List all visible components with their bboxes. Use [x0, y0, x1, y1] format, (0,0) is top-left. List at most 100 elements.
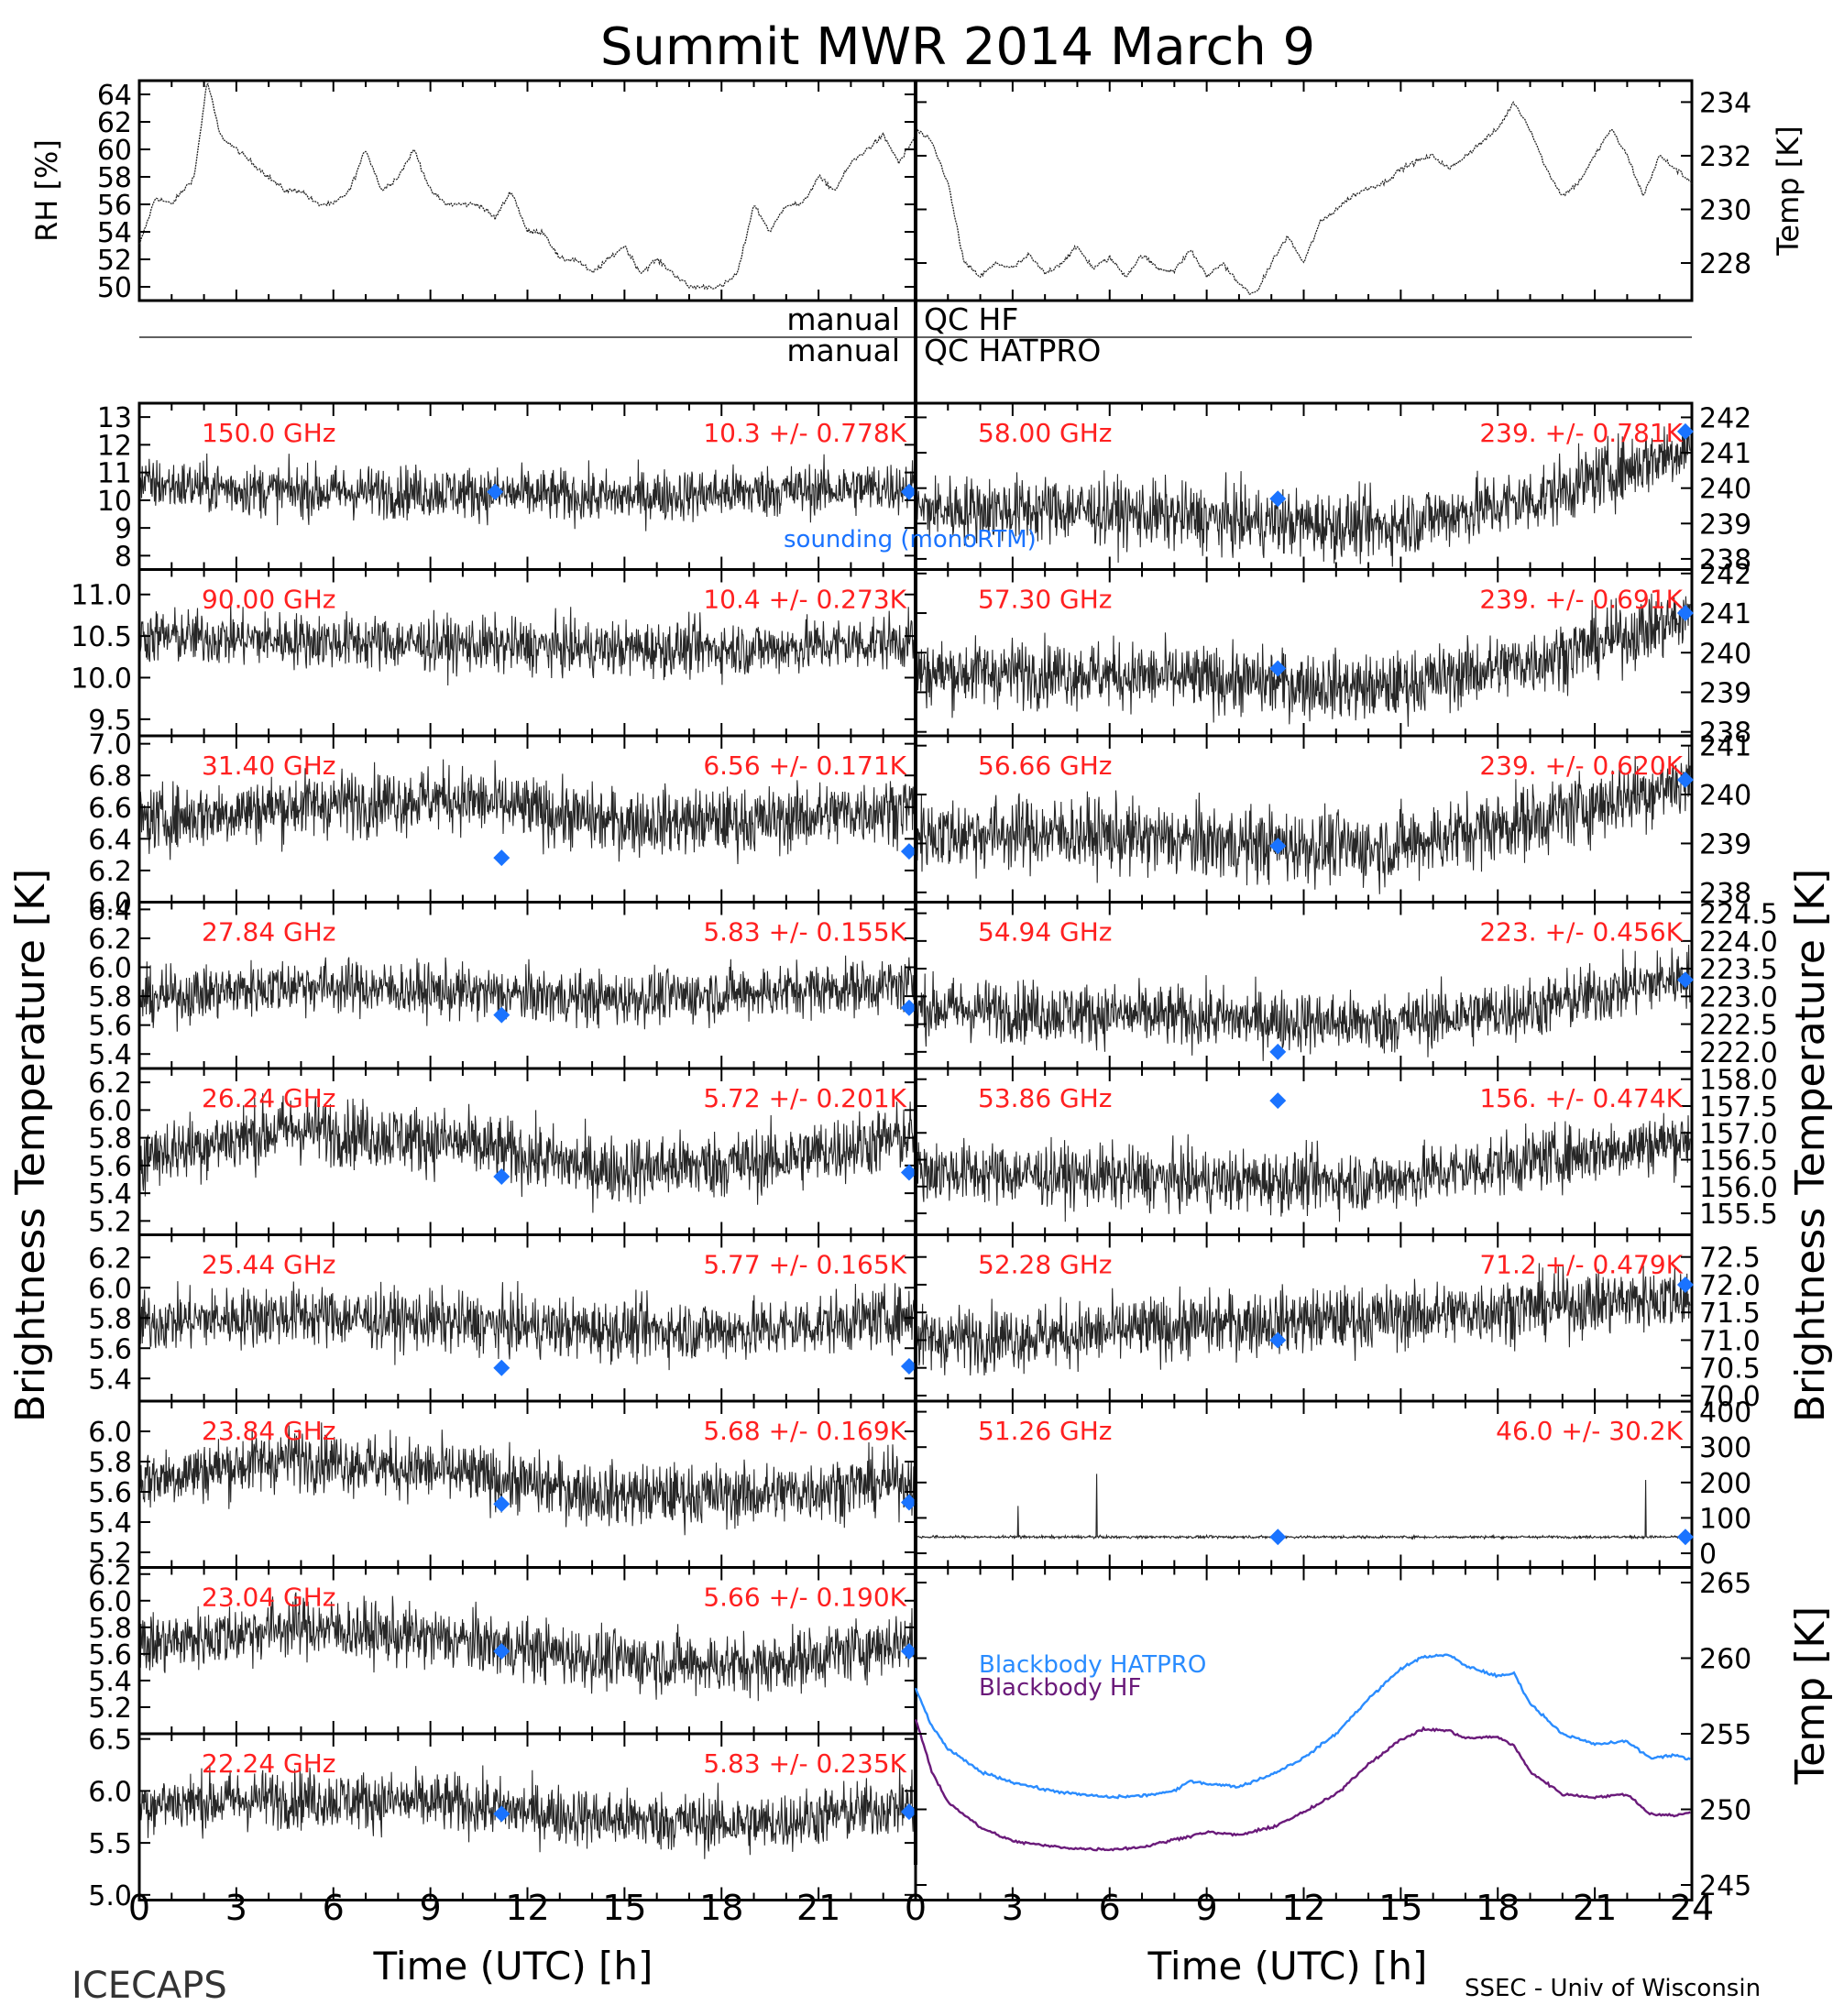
right-panel-4-ytick-3: 157.0: [1699, 1118, 1778, 1150]
left-panel-0-freq-label: 150.0 GHz: [202, 418, 336, 448]
left-panel-3-ytick-3: 6.0: [88, 953, 132, 985]
x-tick-left-6: 18: [699, 1888, 743, 1928]
x-tick-right-6: 18: [1476, 1888, 1520, 1928]
right-panel-3-series: [915, 944, 1691, 1061]
bt-right-axis-label: Brightness Temperature [K]: [1787, 869, 1833, 1422]
left-panel-2-ytick-2: 6.4: [88, 824, 132, 856]
right-panel-5: 70.070.571.071.572.072.5 52.28 GHz 71.2 +/…: [914, 1233, 1761, 1413]
right-panel-6-stats-label: 46.0 +/- 30.2K: [1496, 1416, 1683, 1446]
right-panel-4-stats-label: 156. +/- 0.474K: [1479, 1083, 1683, 1113]
temp-bottom-axis-label: Temp [K]: [1787, 1606, 1833, 1785]
left-panel-1-ytick-3: 11.0: [71, 580, 132, 612]
right-panel-1-ytick-1: 239: [1699, 677, 1751, 709]
left-panel-0-series: [138, 453, 915, 531]
bb-hf-legend: Blackbody HF: [979, 1674, 1141, 1702]
right-panel-4-ytick-0: 155.5: [1699, 1199, 1778, 1231]
right-panel-5-ytick-0: 70.0: [1699, 1381, 1761, 1413]
left-panel-6-ytick-0: 5.2: [88, 1538, 132, 1570]
bb-hatpro-legend: Blackbody HATPRO: [979, 1651, 1206, 1679]
left-panel-6-ytick-4: 6.0: [88, 1417, 132, 1449]
left-panel-4-ytick-1: 5.4: [88, 1178, 132, 1211]
blackbody-ytick-4: 265: [1699, 1568, 1751, 1600]
left-panel-0-ytick-0: 8: [115, 541, 132, 573]
left-panel-5-ytick-4: 6.2: [88, 1243, 132, 1275]
x-tick-right-8: 24: [1670, 1888, 1714, 1928]
left-panel-7-stats-label: 5.66 +/- 0.190K: [703, 1583, 906, 1613]
right-panel-5-stats-label: 71.2 +/- 0.479K: [1479, 1250, 1683, 1280]
left-panel-3-ytick-0: 5.4: [88, 1039, 132, 1071]
right-panel-4-sounding-0: [1269, 1092, 1287, 1110]
x-tick-left-1: 3: [225, 1888, 247, 1928]
blackbody-ytick-1: 250: [1699, 1795, 1751, 1827]
rh-ytick-0: 50: [97, 272, 132, 304]
temp-top-ytick-2: 232: [1699, 141, 1751, 173]
left-panel-5-sounding-0: [493, 1359, 510, 1376]
left-panel-2-freq-label: 31.40 GHz: [202, 751, 336, 781]
right-panel-6-ytick-3: 300: [1699, 1432, 1751, 1464]
x-tick-right-7: 21: [1573, 1888, 1617, 1928]
right-panel-0-ytick-1: 239: [1699, 509, 1751, 541]
right-panel-3-ytick-2: 223.0: [1699, 981, 1778, 1013]
right-panel-4-ytick-4: 157.5: [1699, 1091, 1778, 1123]
right-panel-0-ytick-0: 238: [1699, 544, 1751, 576]
left-panel-7-ytick-3: 5.8: [88, 1613, 132, 1645]
right-panel-0-sounding-1: [1676, 422, 1694, 440]
rh-ytick-5: 60: [97, 135, 132, 167]
right-panel-2-stats-label: 239. +/- 0.620K: [1479, 751, 1683, 781]
right-panel-1-series: [915, 593, 1691, 728]
right-panel-0-ytick-4: 242: [1699, 402, 1751, 434]
x-tick-left-7: 21: [796, 1888, 840, 1928]
right-panel-4-series: [915, 1112, 1691, 1222]
left-panel-7-ytick-0: 5.2: [88, 1693, 132, 1725]
right-panel-2-sounding-0: [1269, 838, 1287, 855]
left-panel-3-ytick-2: 5.8: [88, 981, 132, 1013]
left-panel-8-series: [138, 1765, 915, 1859]
rh-ytick-1: 52: [97, 245, 132, 277]
right-panel-1-freq-label: 57.30 GHz: [978, 585, 1113, 615]
footer-ssec: SSEC - Univ of Wisconsin: [1465, 1975, 1761, 2002]
left-panel-6-stats-label: 5.68 +/- 0.169K: [703, 1416, 906, 1446]
right-panel-1-stats-label: 239. +/- 0.691K: [1479, 585, 1683, 615]
left-panel-3-sounding-1: [900, 999, 917, 1016]
qc-hf-manual: manual: [786, 301, 900, 337]
blackbody-panel: 245 250 255 260 265: [914, 1566, 1751, 1902]
right-panel-3-ytick-3: 223.5: [1699, 954, 1778, 986]
left-panel-7-ytick-4: 6.0: [88, 1586, 132, 1618]
temp-top-axis-label: Temp [K]: [1771, 126, 1806, 256]
left-panel-7-sounding-1: [900, 1642, 917, 1660]
blackbody-series-0: [914, 1653, 1691, 1800]
right-panel-1-sounding-0: [1269, 660, 1287, 677]
right-panel-6-ytick-1: 100: [1699, 1503, 1751, 1535]
blackbody-ytick-2: 255: [1699, 1719, 1751, 1751]
left-panel-8-ytick-1: 5.5: [88, 1828, 132, 1860]
left-panel-4-series: [138, 1092, 915, 1213]
right-panel-3-ytick-0: 222.0: [1699, 1037, 1778, 1069]
right-panel-2-series: [915, 745, 1691, 894]
left-panel-0-ytick-5: 13: [97, 402, 132, 434]
right-panel-5-ytick-1: 70.5: [1699, 1353, 1761, 1386]
right-panel-6-ytick-0: 0: [1699, 1539, 1717, 1571]
x-tick-right-4: 12: [1281, 1888, 1325, 1928]
right-panel-1-ytick-0: 238: [1699, 718, 1751, 750]
right-panel-5-ytick-3: 71.5: [1699, 1298, 1761, 1330]
right-panel-3-stats-label: 223. +/- 0.456K: [1479, 917, 1683, 948]
temp-top-ytick-3: 234: [1699, 87, 1751, 119]
left-panel-8-sounding-0: [493, 1805, 510, 1823]
left-panel-0-ytick-2: 10: [97, 486, 132, 518]
right-panel-1-ytick-3: 241: [1699, 598, 1751, 630]
left-panel-6: 5.25.45.65.86.0 23.84 GHz 5.68 +/- 0.169K: [88, 1399, 917, 1570]
chart-title: Summit MWR 2014 March 9: [600, 17, 1315, 77]
left-panel-8-sounding-1: [900, 1803, 917, 1821]
right-panel-2-ytick-1: 239: [1699, 828, 1751, 860]
left-panel-6-series: [138, 1422, 915, 1536]
left-panel-1-ytick-0: 9.5: [88, 705, 132, 737]
right-panel-3-ytick-4: 224.0: [1699, 926, 1778, 959]
temp-top-series: [915, 81, 1693, 301]
right-panel-5-sounding-1: [1676, 1276, 1694, 1293]
left-panel-0-sounding-1: [900, 483, 917, 500]
left-panel-5-ytick-0: 5.4: [88, 1364, 132, 1396]
left-panel-2-ytick-0: 6.0: [88, 888, 132, 920]
left-panel-0-ytick-4: 12: [97, 430, 132, 462]
